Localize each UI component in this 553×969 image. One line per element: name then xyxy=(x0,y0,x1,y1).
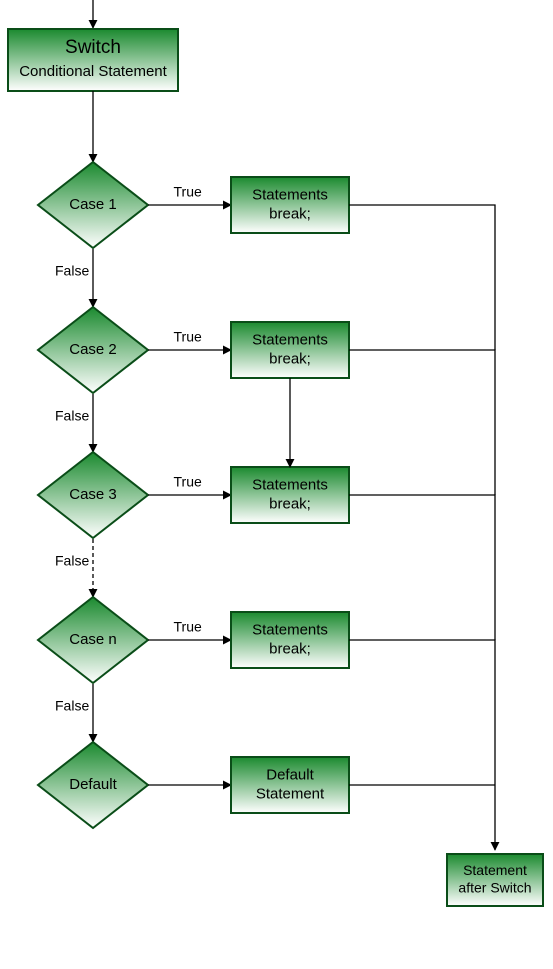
true-label: True xyxy=(174,184,202,200)
box-text: Default xyxy=(266,767,314,784)
true-label: True xyxy=(174,474,202,490)
box-text: Statements xyxy=(252,477,328,494)
box-text: break; xyxy=(269,495,311,512)
case-diamond: Case 3 xyxy=(38,452,148,538)
default-box: DefaultStatement xyxy=(231,757,349,813)
diamond-label: Case 1 xyxy=(69,196,117,213)
box-text: break; xyxy=(269,205,311,222)
end-box: Statementafter Switch xyxy=(447,854,543,906)
box-text: Statements xyxy=(252,622,328,639)
statements-box: Statementsbreak; xyxy=(231,612,349,668)
diamond-label: Default xyxy=(69,776,117,793)
false-label: False xyxy=(55,698,89,714)
true-label: True xyxy=(174,619,202,635)
default-diamond: Default xyxy=(38,742,148,828)
statements-box: Statementsbreak; xyxy=(231,467,349,523)
switch-box: Switch Conditional Statement xyxy=(8,29,178,91)
false-label: False xyxy=(55,553,89,569)
box-text: Statement xyxy=(463,862,527,878)
false-label: False xyxy=(55,263,89,279)
statements-box: Statementsbreak; xyxy=(231,322,349,378)
false-label: False xyxy=(55,408,89,424)
box-text: Conditional Statement xyxy=(19,63,167,80)
case-diamond: Case 2 xyxy=(38,307,148,393)
box-text: break; xyxy=(269,350,311,367)
diamond-label: Case 3 xyxy=(69,486,117,503)
box-text: Statements xyxy=(252,187,328,204)
box-text: Statement xyxy=(256,785,325,802)
box-text: Switch xyxy=(65,37,121,58)
statements-box: Statementsbreak; xyxy=(231,177,349,233)
case-diamond: Case n xyxy=(38,597,148,683)
box-text: break; xyxy=(269,640,311,657)
case-diamond: Case 1 xyxy=(38,162,148,248)
box-text: Statements xyxy=(252,332,328,349)
diamond-label: Case 2 xyxy=(69,341,117,358)
diamond-label: Case n xyxy=(69,631,117,648)
box-text: after Switch xyxy=(458,879,531,895)
true-label: True xyxy=(174,329,202,345)
